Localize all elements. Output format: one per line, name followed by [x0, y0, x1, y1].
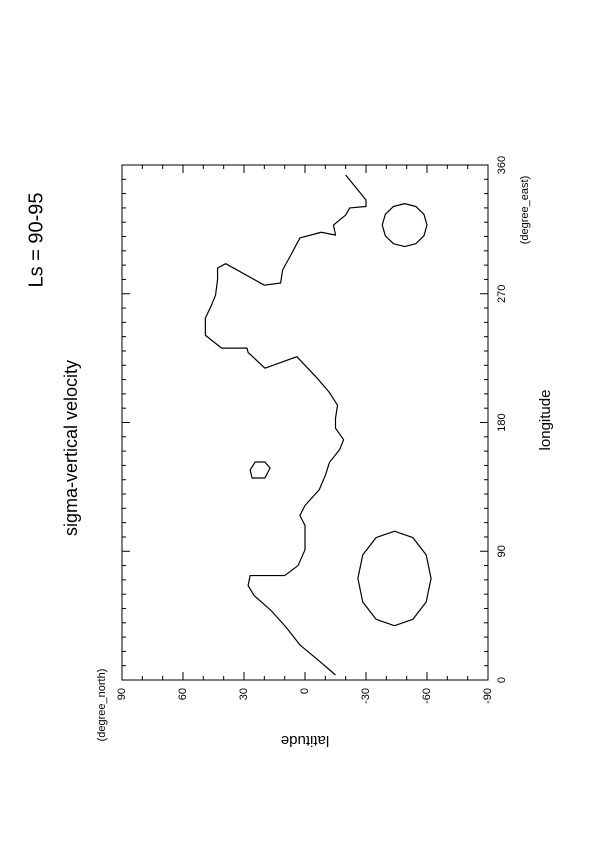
y-unit: (degree_north) — [96, 669, 108, 742]
y-axis-label: latitude — [281, 732, 329, 749]
y-tick-label: 60 — [177, 688, 189, 700]
y-tick-label: 90 — [116, 688, 128, 700]
x-tick-label: 180 — [496, 413, 508, 431]
x-tick-label: 90 — [496, 545, 508, 557]
y-tick-label: -30 — [360, 688, 372, 704]
contour-line — [249, 461, 271, 479]
x-tick-label: 360 — [496, 156, 508, 174]
chart-subtitle: sigma-vertical velocity — [61, 360, 81, 536]
y-tick-label: 30 — [238, 688, 250, 700]
chart-title: Ls = 90-95 — [25, 192, 47, 287]
y-tick-label: -90 — [482, 688, 494, 704]
contour-line — [357, 530, 432, 627]
x-tick-label: 0 — [496, 677, 508, 683]
plot-frame — [121, 164, 489, 681]
y-tick-label: 0 — [299, 688, 311, 694]
x-tick-label: 270 — [496, 285, 508, 303]
contour-line — [204, 174, 367, 676]
y-tick-label: -60 — [421, 688, 433, 704]
plot-area: Ls = 90-95 sigma-vertical velocity (degr… — [25, 156, 554, 749]
x-unit: (degree_east) — [519, 176, 531, 245]
x-axis-label: longitude — [537, 390, 554, 451]
contour-line — [381, 203, 428, 248]
